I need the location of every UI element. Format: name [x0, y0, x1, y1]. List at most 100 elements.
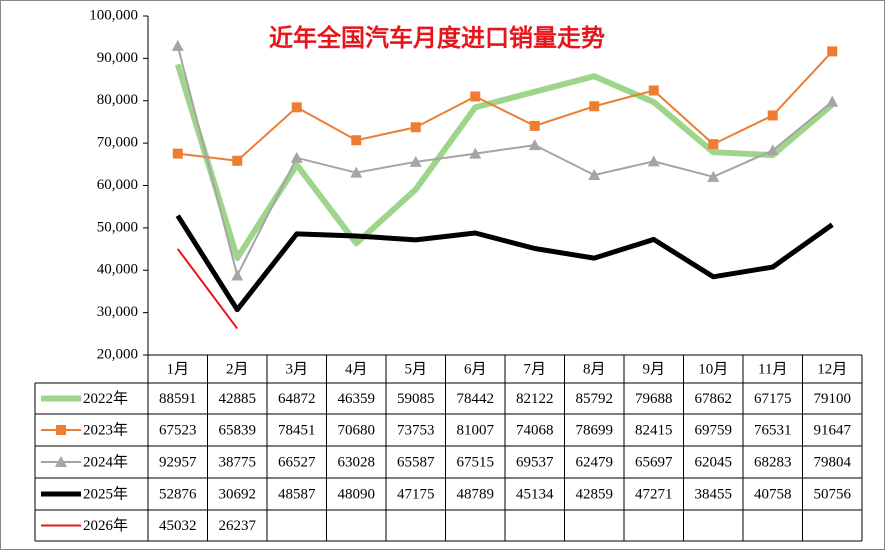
y-tick-label: 40,000	[97, 262, 138, 278]
table-cell: 48090	[338, 486, 376, 502]
chart-title: 近年全国汽车月度进口销量走势	[269, 24, 605, 52]
marker	[826, 95, 839, 107]
table-cell: 50756	[814, 486, 852, 502]
x-tick-label: 3月	[285, 361, 308, 377]
table-cell: 68283	[754, 454, 792, 470]
table-cell: 82122	[516, 391, 554, 407]
x-tick-label: 4月	[345, 361, 368, 377]
table-cell: 26237	[219, 518, 257, 534]
marker	[351, 135, 362, 146]
x-tick-label: 10月	[698, 361, 728, 377]
table-cell: 38775	[219, 454, 257, 470]
x-tick-label: 9月	[642, 361, 665, 377]
table-cell: 70680	[338, 422, 376, 438]
table-cell: 82415	[635, 422, 673, 438]
marker	[529, 120, 540, 131]
legend-label: 2025年	[83, 485, 128, 502]
table-cell: 45032	[159, 518, 197, 534]
table-cell: 76531	[754, 422, 792, 438]
table-cell: 63028	[338, 454, 376, 470]
table-cell: 79688	[635, 391, 673, 407]
marker	[291, 102, 302, 113]
y-tick-label: 20,000	[97, 346, 138, 362]
marker	[470, 91, 481, 102]
table-cell: 78699	[576, 422, 614, 438]
series-line	[176, 248, 239, 330]
marker	[528, 139, 541, 151]
legend-label: 2024年	[83, 453, 128, 470]
table-cell: 69759	[695, 422, 733, 438]
x-tick-label: 8月	[583, 361, 606, 377]
table-cell: 48789	[457, 486, 495, 502]
series-line	[175, 214, 834, 313]
series-line	[176, 45, 833, 277]
marker	[766, 144, 779, 156]
legend-label: 2026年	[83, 517, 128, 534]
table-cell: 85792	[576, 391, 614, 407]
legend-label: 2023年	[83, 421, 128, 438]
marker	[350, 166, 363, 178]
table-cell: 64872	[278, 391, 316, 407]
marker	[290, 151, 303, 163]
marker	[707, 170, 720, 182]
table-cell: 59085	[397, 391, 435, 407]
y-tick-label: 60,000	[97, 177, 138, 193]
table-cell: 47175	[397, 486, 435, 502]
table-cell: 65587	[397, 454, 435, 470]
x-tick-label: 11月	[758, 361, 787, 377]
marker	[409, 155, 422, 167]
marker	[56, 425, 66, 435]
table-cell: 79804	[814, 454, 852, 470]
x-tick-label: 1月	[166, 361, 189, 377]
x-tick-label: 2月	[226, 361, 249, 377]
table-cell: 42885	[219, 391, 257, 407]
table-cell: 40758	[754, 486, 792, 502]
marker	[172, 148, 183, 159]
table-cell: 45134	[516, 486, 554, 502]
x-tick-label: 7月	[523, 361, 546, 377]
marker	[55, 456, 67, 467]
y-tick-label: 90,000	[97, 50, 138, 66]
marker	[171, 39, 184, 51]
marker	[588, 168, 601, 180]
table-cell: 79100	[814, 391, 852, 407]
table-cell: 81007	[457, 422, 495, 438]
table-cell: 67175	[754, 391, 792, 407]
y-tick-label: 50,000	[97, 219, 138, 235]
table-cell: 42859	[576, 486, 614, 502]
marker	[827, 46, 838, 57]
table-cell: 67515	[457, 454, 495, 470]
marker	[231, 269, 244, 281]
marker	[410, 122, 421, 133]
table-cell: 67523	[159, 422, 197, 438]
marker	[648, 85, 659, 96]
table-cell: 88591	[159, 391, 197, 407]
y-tick-label: 70,000	[97, 135, 138, 151]
y-tick-label: 100,000	[89, 7, 138, 23]
x-tick-label: 6月	[464, 361, 487, 377]
marker	[767, 110, 778, 121]
table-cell: 62479	[576, 454, 614, 470]
x-tick-label: 12月	[817, 361, 847, 377]
table-cell: 91647	[814, 422, 852, 438]
marker	[708, 139, 719, 150]
table-cell: 78442	[457, 391, 495, 407]
legend-label: 2022年	[83, 390, 128, 407]
series-line	[177, 50, 833, 162]
table-cell: 65839	[219, 422, 257, 438]
series-line	[174, 63, 835, 262]
table-cell: 78451	[278, 422, 316, 438]
table-cell: 47271	[635, 486, 673, 502]
table-cell: 52876	[159, 486, 197, 502]
table-cell: 66527	[278, 454, 316, 470]
table-cell: 92957	[159, 454, 197, 470]
table-cell: 65697	[635, 454, 673, 470]
table-cell: 67862	[695, 391, 733, 407]
x-tick-label: 5月	[404, 361, 427, 377]
table-cell: 74068	[516, 422, 554, 438]
marker	[647, 155, 660, 167]
table-cell: 46359	[338, 391, 376, 407]
y-tick-label: 30,000	[97, 304, 138, 320]
table-cell: 48587	[278, 486, 316, 502]
